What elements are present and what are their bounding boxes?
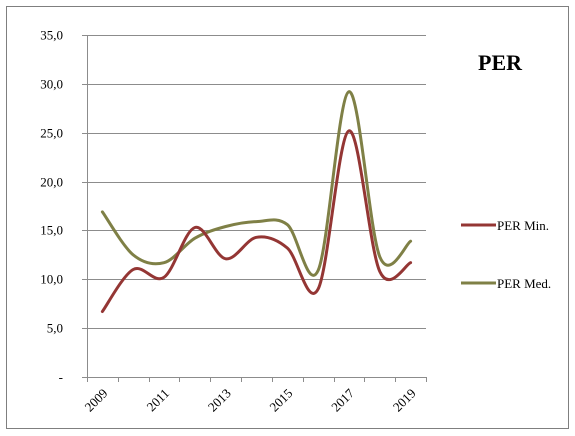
y-tick-label: - xyxy=(59,370,63,385)
legend-label: PER Min. xyxy=(497,218,549,233)
y-tick-label: 35,0 xyxy=(40,28,63,43)
y-tick-label: 10,0 xyxy=(40,272,63,287)
y-tick-label: 15,0 xyxy=(40,223,63,238)
y-tick-label: 20,0 xyxy=(40,175,63,190)
chart-title: PER xyxy=(478,50,523,75)
y-tick-label: 25,0 xyxy=(40,126,63,141)
legend-label: PER Med. xyxy=(497,276,551,291)
y-tick-label: 30,0 xyxy=(40,77,63,92)
y-tick-label: 5,0 xyxy=(47,321,63,336)
